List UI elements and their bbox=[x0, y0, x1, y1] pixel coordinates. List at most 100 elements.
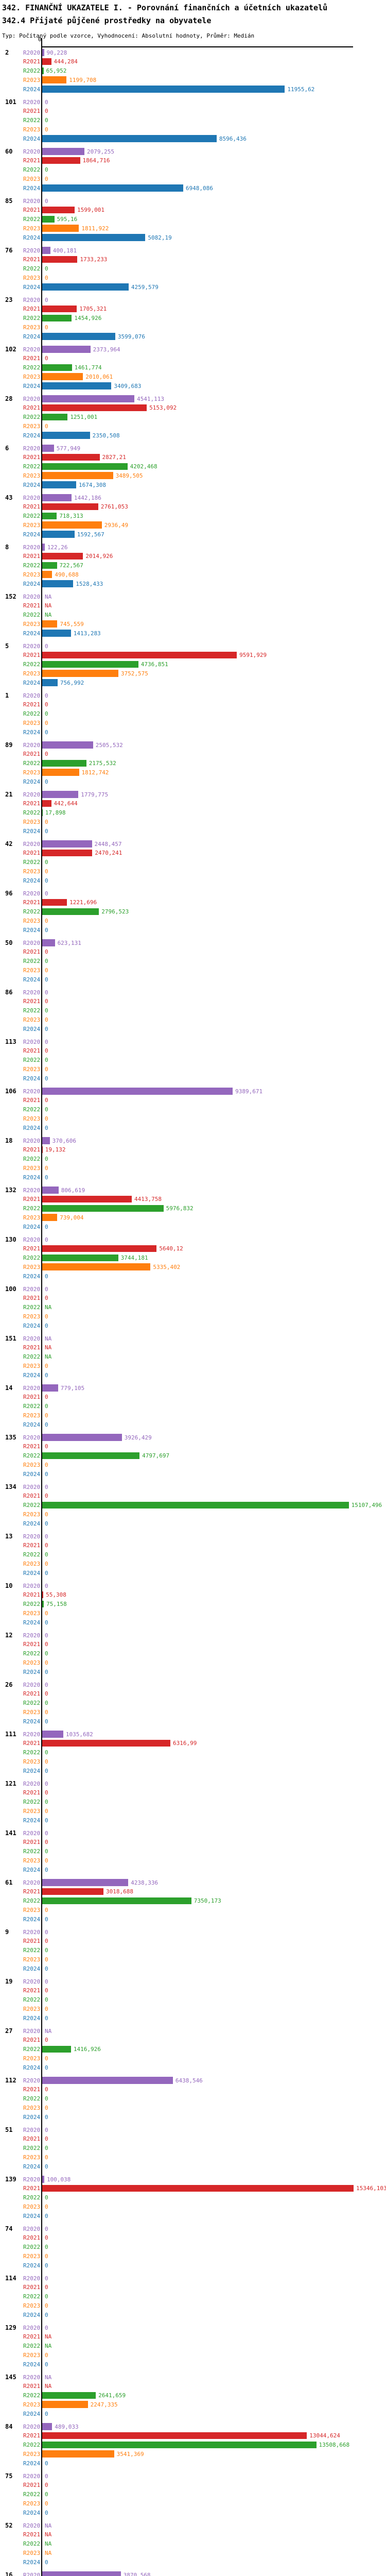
bar bbox=[42, 679, 58, 686]
value-label: 9591,929 bbox=[239, 652, 267, 659]
bar-row: R2022 0 bbox=[0, 957, 386, 966]
group-id-label: 76 bbox=[5, 247, 13, 254]
series-label: R2024 bbox=[23, 728, 41, 736]
series-label: R2022 bbox=[23, 562, 41, 569]
bar bbox=[42, 413, 68, 421]
series-label: R2024 bbox=[23, 580, 41, 587]
series-label: R2021 bbox=[23, 850, 41, 857]
bar-row: R2022 65,952 bbox=[0, 66, 386, 76]
series-label: R2020 bbox=[23, 840, 41, 848]
bar-row: R2024 0 bbox=[0, 876, 386, 885]
series-label: R2024 bbox=[23, 1668, 41, 1675]
bar-row: R2021 0 bbox=[0, 750, 386, 759]
series-label: R2022 bbox=[23, 2293, 41, 2300]
series-label: R2021 bbox=[23, 1146, 41, 1154]
group-id-label: 130 bbox=[5, 1236, 16, 1243]
bar-row: R2024 0 bbox=[0, 2508, 386, 2517]
group-id-label: 14 bbox=[5, 1384, 13, 1392]
series-label: R2021 bbox=[23, 2086, 41, 2093]
series-label: R2020 bbox=[23, 395, 41, 402]
value-label: 0 bbox=[45, 1641, 48, 1648]
bar-row: R2021 2470,241 bbox=[0, 849, 386, 858]
value-label: 0 bbox=[45, 1799, 48, 1806]
value-label: 0 bbox=[45, 2351, 48, 2359]
bar bbox=[42, 76, 67, 83]
bar-row: R2022 5976,832 bbox=[0, 1204, 386, 1213]
value-label: 0 bbox=[45, 2472, 48, 2480]
bar-row: R2022 595,16 bbox=[0, 215, 386, 224]
value-label: 0 bbox=[45, 2302, 48, 2309]
bar bbox=[42, 670, 118, 677]
group-id-label: 18 bbox=[5, 1137, 13, 1144]
bar-row: R2021 1733,233 bbox=[0, 255, 386, 264]
series-label: R2022 bbox=[23, 1057, 41, 1064]
value-label: NA bbox=[45, 2333, 52, 2341]
value-label: 75,158 bbox=[46, 1601, 67, 1608]
value-label: 5640,12 bbox=[159, 1245, 183, 1252]
value-label: 5082,19 bbox=[148, 234, 172, 241]
bar bbox=[42, 1879, 129, 1886]
series-label: R2023 bbox=[23, 1609, 41, 1617]
value-label: 2936,49 bbox=[104, 521, 129, 529]
bar-row: R2020 0 bbox=[0, 1284, 386, 1294]
bar-row: R2023 2247,335 bbox=[0, 2400, 386, 2409]
chart-group: 112 R2020 6438,546 R2021 0 R2022 0 R2023 0 R2024 0 bbox=[0, 2076, 386, 2122]
bar-row: R2021 0 bbox=[0, 1937, 386, 1946]
bar-row: R2021 0 bbox=[0, 1046, 386, 1056]
group-id-label: 100 bbox=[5, 1285, 16, 1293]
value-label: 0 bbox=[45, 1668, 48, 1675]
chart-group: 51 R2020 0 R2021 0 R2022 0 R2023 0 R2024 0 bbox=[0, 2125, 386, 2171]
value-label: NA bbox=[45, 1335, 52, 1342]
value-label: 1413,283 bbox=[73, 630, 101, 637]
bar-row: R2022 0 bbox=[0, 1056, 386, 1065]
bar-row: R2024 0 bbox=[0, 2211, 386, 2221]
value-label: 0 bbox=[45, 1690, 48, 1698]
bar-row: R2023 5335,402 bbox=[0, 1262, 386, 1272]
bar bbox=[42, 791, 79, 798]
value-label: 0 bbox=[45, 818, 48, 825]
value-label: 0 bbox=[45, 2225, 48, 2232]
series-label: R2024 bbox=[23, 1371, 41, 1379]
value-label: NA bbox=[45, 2343, 52, 2350]
bar-row: R2024 0 bbox=[0, 727, 386, 737]
series-label: R2024 bbox=[23, 1569, 41, 1577]
value-label: 0 bbox=[45, 2136, 48, 2143]
chart-group: 61 R2020 4238,336 R2021 3018,688 R2022 7350,17… bbox=[0, 1878, 386, 1924]
series-label: R2022 bbox=[23, 612, 41, 619]
series-label: R2022 bbox=[23, 1799, 41, 1806]
bar-row: R2020 623,131 bbox=[0, 938, 386, 947]
bar-row: R2021 5640,12 bbox=[0, 1244, 386, 1253]
series-label: R2022 bbox=[23, 2046, 41, 2053]
value-label: 0 bbox=[45, 1632, 48, 1639]
value-label: 0 bbox=[45, 1807, 48, 1815]
group-id-label: 21 bbox=[5, 791, 13, 798]
value-label: 0 bbox=[45, 1947, 48, 1954]
series-label: R2024 bbox=[23, 1916, 41, 1923]
value-label: 0 bbox=[45, 2203, 48, 2210]
series-label: R2021 bbox=[23, 701, 41, 708]
series-label: R2021 bbox=[23, 1047, 41, 1055]
bar-row: R2021 0 bbox=[0, 2283, 386, 2292]
value-label: 2079,255 bbox=[86, 148, 114, 155]
series-label: R2024 bbox=[23, 86, 41, 93]
bar-row: R2023 0 bbox=[0, 817, 386, 826]
series-label: R2021 bbox=[23, 751, 41, 758]
value-label: 0 bbox=[45, 126, 48, 133]
bar bbox=[42, 1384, 58, 1392]
bar-row: R2024 0 bbox=[0, 1964, 386, 1973]
bar bbox=[42, 404, 147, 412]
series-label: R2020 bbox=[23, 593, 41, 600]
series-label: R2023 bbox=[23, 2401, 41, 2408]
bar bbox=[42, 580, 74, 587]
value-label: 0 bbox=[45, 1106, 48, 1113]
chart-group: 111 R2020 1035,682 R2021 6316,99 R2022 0 R2023 0… bbox=[0, 1730, 386, 1775]
value-label: 0 bbox=[45, 2194, 48, 2201]
series-label: R2024 bbox=[23, 184, 41, 192]
chart-group: 13 R2020 0 R2021 0 R2022 0 R2023 0 R2024 0 bbox=[0, 1532, 386, 1578]
series-label: R2022 bbox=[23, 513, 41, 520]
bar-row: R2023 0 bbox=[0, 1757, 386, 1766]
group-id-label: 121 bbox=[5, 1780, 16, 1787]
chart-group: 75 R2020 0 R2021 0 R2022 0 R2023 0 R2024 0 bbox=[0, 2471, 386, 2517]
series-label: R2020 bbox=[23, 1780, 41, 1787]
bar-row: R2020 3870,568 bbox=[0, 2570, 386, 2576]
